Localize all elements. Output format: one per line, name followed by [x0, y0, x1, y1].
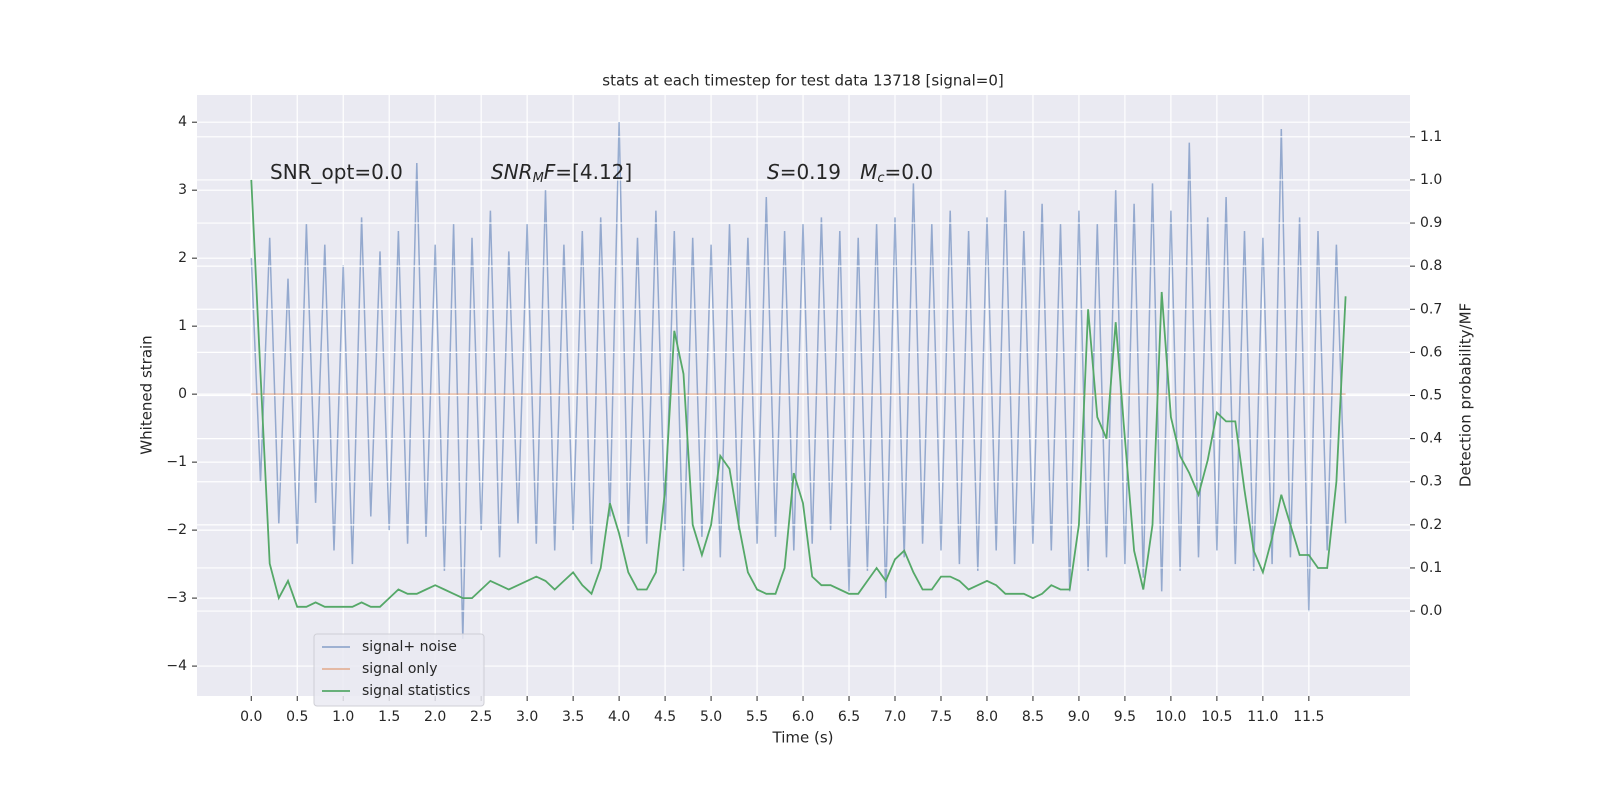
annotation-part: M: [860, 160, 877, 184]
y2-tick-label: 1.0: [1420, 172, 1442, 188]
x-tick-label: 3.5: [562, 709, 584, 725]
y-tick-label: −3: [166, 590, 187, 606]
x-tick-label: 6.0: [792, 709, 814, 725]
y2-tick-label: 0.7: [1420, 301, 1442, 317]
x-tick-label: 2.0: [424, 709, 446, 725]
y2-tick-label: 0.2: [1420, 517, 1442, 533]
annotation-part: =0.0: [885, 160, 934, 184]
x-axis-label: Time (s): [772, 729, 834, 747]
annotation-part: =[4.12]: [555, 160, 632, 184]
annotation: SNRMF=[4.12]: [491, 160, 632, 186]
y-tick-label: −1: [166, 454, 187, 470]
annotation-part: c: [877, 171, 884, 186]
y2-tick-label: 0.5: [1420, 388, 1442, 404]
legend-label: signal only: [362, 661, 437, 677]
x-tick-label: 9.5: [1114, 709, 1136, 725]
x-tick-label: 10.5: [1201, 709, 1232, 725]
y-tick-label: −2: [166, 522, 187, 538]
y2-tick-label: 0.6: [1420, 344, 1442, 360]
x-tick-label: 9.0: [1068, 709, 1090, 725]
y2-tick-label: 0.3: [1420, 474, 1442, 490]
x-tick-label: 11.5: [1293, 709, 1324, 725]
x-tick-label: 4.5: [654, 709, 676, 725]
annotation-part: M: [533, 171, 544, 186]
x-tick-label: 3.0: [516, 709, 538, 725]
y2-tick-label: 0.9: [1420, 215, 1442, 231]
annotation: S=0.19 Mc=0.0: [767, 160, 933, 186]
legend-label: signal statistics: [362, 683, 470, 699]
x-tick-label: 4.0: [608, 709, 630, 725]
y2-tick-label: 0.1: [1420, 560, 1442, 576]
annotation: SNR_opt=0.0: [270, 160, 403, 184]
x-tick-label: 5.5: [746, 709, 768, 725]
series-line: [250, 179, 1347, 608]
legend-box: [313, 633, 485, 707]
x-tick-label: 2.5: [470, 709, 492, 725]
x-tick-label: 8.0: [976, 709, 998, 725]
x-tick-label: 10.0: [1155, 709, 1186, 725]
y2-tick-label: 0.0: [1420, 603, 1442, 619]
y2-tick-label: 0.8: [1420, 258, 1442, 274]
y-tick-label: 2: [178, 250, 187, 266]
y-tick-label: 3: [178, 182, 187, 198]
legend-label: signal+ noise: [362, 639, 457, 655]
y-tick-label: 1: [178, 318, 187, 334]
y2-tick-label: 1.1: [1420, 129, 1442, 145]
annotation-part: S: [767, 160, 780, 184]
x-tick-label: 7.5: [930, 709, 952, 725]
x-tick-label: 0.0: [240, 709, 262, 725]
x-tick-label: 0.5: [286, 709, 308, 725]
annotation-part: SNR: [491, 160, 533, 184]
x-tick-label: 8.5: [1022, 709, 1044, 725]
chart-title: stats at each timestep for test data 137…: [602, 72, 1003, 90]
x-tick-label: 1.5: [378, 709, 400, 725]
x-tick-label: 1.0: [332, 709, 354, 725]
y2-tick-label: 0.4: [1420, 431, 1442, 447]
y-tick-label: 4: [178, 114, 187, 130]
annotation-part: SNR_opt=0.0: [270, 160, 403, 184]
y-axis-label: Whitened strain: [138, 335, 156, 454]
annotation-part: =0.19: [780, 160, 860, 184]
y-tick-label: −4: [166, 658, 187, 674]
x-tick-label: 7.0: [884, 709, 906, 725]
x-tick-label: 5.0: [700, 709, 722, 725]
series-line: [250, 122, 1347, 639]
x-tick-label: 6.5: [838, 709, 860, 725]
x-tick-label: 11.0: [1247, 709, 1278, 725]
y-tick-label: 0: [178, 386, 187, 402]
y2-axis-label: Detection probability/MF: [1457, 303, 1475, 487]
annotation-part: F: [544, 160, 556, 184]
